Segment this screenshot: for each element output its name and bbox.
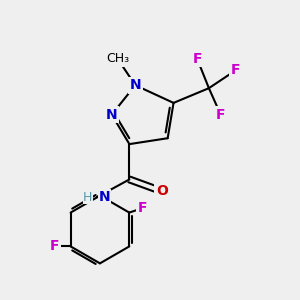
Text: H: H — [83, 190, 93, 204]
Text: F: F — [138, 201, 147, 215]
Text: N: N — [106, 108, 118, 122]
Text: O: O — [156, 184, 168, 198]
Text: N: N — [98, 190, 110, 204]
Text: F: F — [216, 108, 225, 122]
Text: CH₃: CH₃ — [106, 52, 129, 65]
Text: F: F — [50, 239, 59, 254]
Text: N: N — [130, 78, 141, 92]
Text: F: F — [231, 64, 240, 77]
Text: F: F — [192, 52, 202, 66]
